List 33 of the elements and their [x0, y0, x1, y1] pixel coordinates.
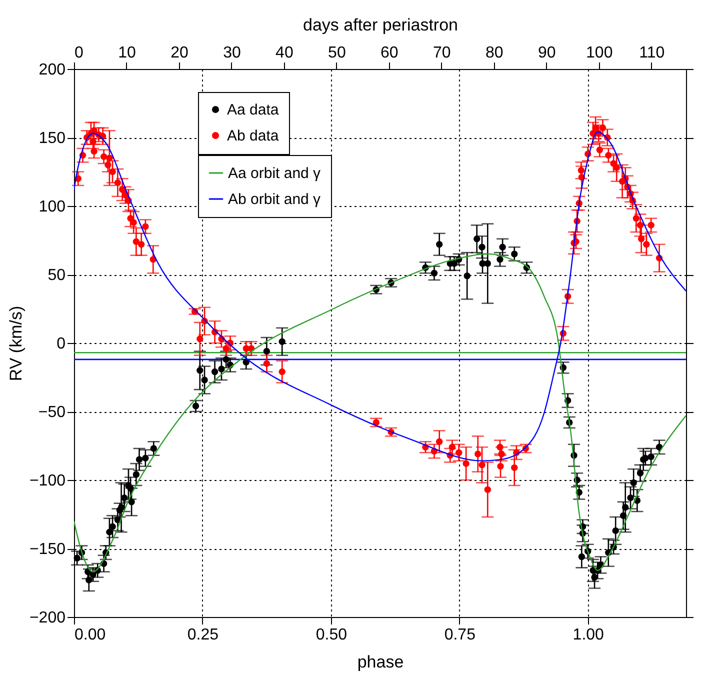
y-tick-label: 50: [48, 267, 66, 284]
y-tick-label: 150: [38, 130, 66, 147]
x2-tick-label: 0: [74, 44, 84, 62]
y-tick-label: −200: [29, 610, 66, 626]
x2-axis-title: days after periastron: [303, 16, 458, 34]
x2-tick-label: 60: [380, 44, 398, 62]
x2-tick-label: 30: [223, 44, 241, 62]
x-tick-label: 0.50: [316, 626, 348, 644]
y-tick-label: 100: [38, 198, 66, 216]
x2-tick-label: 110: [639, 44, 665, 62]
x2-tick-label: 70: [433, 44, 451, 62]
x2-tick-label: 50: [328, 44, 346, 62]
y-tick-label: −100: [29, 472, 66, 490]
x-tick-label: 0.75: [444, 626, 476, 644]
legend-label: Ab orbit and γ: [228, 191, 322, 208]
x2-tick-label: 80: [486, 44, 504, 62]
x-axis-title: phase: [357, 652, 404, 672]
x-tick-label: 0.25: [187, 626, 219, 644]
y-tick-label: 200: [38, 62, 66, 78]
x-tick-label: 0.00: [74, 626, 106, 644]
x-tick-label: 1.00: [572, 626, 604, 644]
x2-tick-label: 10: [118, 44, 136, 62]
y-tick-label: −50: [38, 404, 66, 421]
x2-tick-label: 40: [276, 44, 294, 62]
x2-tick-label: 20: [170, 44, 188, 62]
x2-tick-label: 90: [538, 44, 556, 62]
y-axis-title: RV (km/s): [6, 306, 26, 382]
y-tick-label: −150: [29, 541, 66, 558]
legend-label: Ab data: [227, 128, 280, 144]
legend-label: Aa data: [227, 102, 280, 118]
legend-label: Aa orbit and γ: [228, 165, 322, 182]
x2-tick-label: 100: [586, 44, 613, 62]
y-tick-label: 0: [56, 336, 66, 352]
